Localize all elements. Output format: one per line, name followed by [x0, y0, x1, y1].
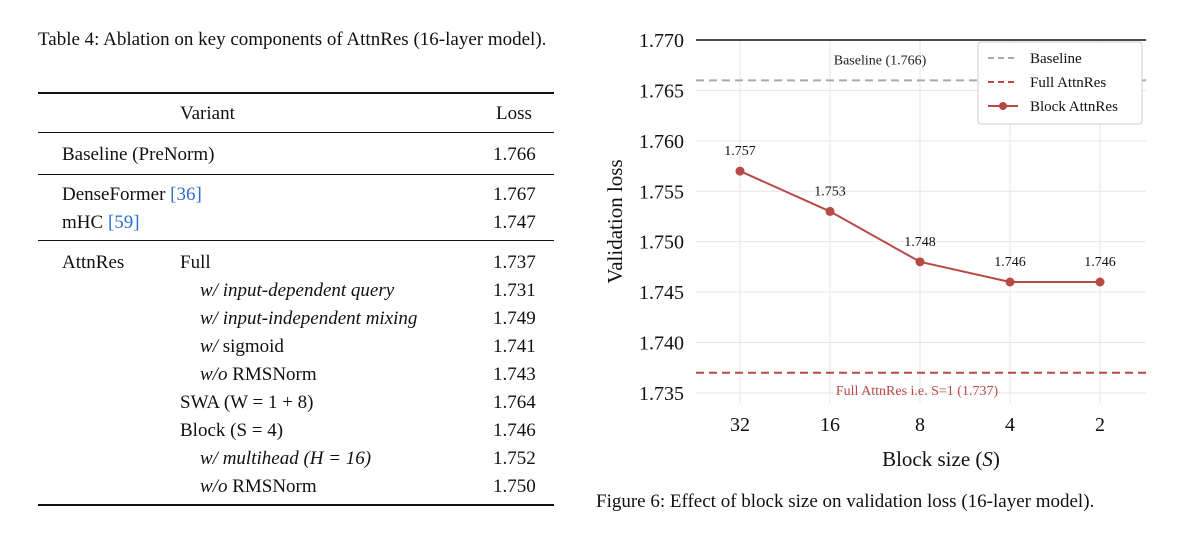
header-loss: Loss [496, 103, 532, 124]
y-tick-label: 1.765 [639, 80, 684, 102]
y-tick-label: 1.750 [639, 232, 684, 254]
legend-label: Full AttnRes [1030, 75, 1106, 91]
x-tick-label: 8 [915, 414, 925, 436]
table-header-rule [38, 132, 554, 133]
x-tick-label: 16 [820, 414, 840, 436]
table-rule-1 [38, 174, 554, 175]
row-sigmoid-variant: w/ sigmoid [200, 336, 284, 357]
data-point [1005, 277, 1015, 287]
x-axis-label: Block size (S) [882, 447, 1000, 471]
data-point [915, 257, 925, 267]
row-baseline-variant: Baseline (PreNorm) [62, 144, 215, 165]
row-denseformer-variant: DenseFormer [36] [62, 184, 202, 205]
legend-box [977, 41, 1143, 125]
row-block-loss: 1.746 [493, 420, 536, 441]
data-label: 1.746 [994, 255, 1026, 270]
row-swa-variant: SWA (W = 1 + 8) [180, 392, 314, 413]
table-caption: Table 4: Ablation on key components of A… [38, 29, 547, 50]
row-mhc-variant: mHC [59] [62, 212, 140, 233]
header-variant: Variant [180, 103, 235, 124]
data-label: 1.746 [1084, 255, 1116, 270]
legend: Baseline Full AttnRes Block AttnRes [977, 41, 1143, 125]
full-attnres-annotation: Full AttnRes i.e. S=1 (1.737) [836, 384, 999, 399]
row-input-dependent-loss: 1.731 [493, 280, 536, 301]
data-point [825, 206, 835, 216]
row-multihead-variant: w/ multihead (H = 16) [200, 448, 372, 469]
ref-link-36[interactable]: [36] [170, 184, 202, 205]
data-point [735, 166, 745, 176]
row-input-independent-variant: w/ input-independent mixing [200, 308, 418, 329]
row-no-rmsnorm-block-loss: 1.750 [493, 476, 536, 497]
legend-label: Block AttnRes [1030, 99, 1118, 115]
table-bottom-rule [38, 504, 554, 506]
row-no-rmsnorm-full-loss: 1.743 [493, 364, 536, 385]
x-tick-label: 32 [730, 414, 750, 436]
y-tick-label: 1.770 [639, 30, 684, 52]
baseline-annotation: Baseline (1.766) [834, 53, 927, 68]
row-swa-loss: 1.764 [493, 392, 536, 413]
row-full-variant: Full [180, 252, 211, 273]
reference-lines: Baseline (1.766) Full AttnRes i.e. S=1 (1… [696, 53, 1146, 399]
row-input-independent-loss: 1.749 [493, 308, 536, 329]
data-label: 1.753 [814, 184, 846, 199]
axes: 1.735 1.740 1.745 1.750 1.755 1.760 1.765 1.770… [603, 30, 1146, 471]
row-baseline-loss: 1.766 [493, 144, 536, 165]
row-no-rmsnorm-block-variant: w/o RMSNorm [200, 476, 317, 497]
legend-label: Baseline [1030, 51, 1082, 67]
ref-link-59[interactable]: [59] [107, 212, 140, 233]
data-label: 1.757 [724, 144, 756, 159]
row-no-rmsnorm-full-variant: w/o RMSNorm [200, 364, 317, 385]
series: 1.757 1.753 1.748 1.746 1.746 [724, 144, 1116, 287]
y-tick-label: 1.735 [639, 383, 684, 405]
row-denseformer-loss: 1.767 [493, 184, 536, 205]
row-input-dependent-variant: w/ input-dependent query [200, 280, 395, 301]
data-label: 1.748 [904, 235, 936, 250]
y-tick-label: 1.760 [639, 131, 684, 153]
table-rule-2 [38, 240, 554, 241]
x-tick-label: 2 [1095, 414, 1105, 436]
row-attnres-group: AttnRes [62, 252, 125, 273]
y-tick-label: 1.740 [639, 333, 684, 355]
y-axis-label: Validation loss [603, 159, 627, 283]
table-top-rule [38, 92, 554, 94]
row-block-variant: Block (S = 4) [180, 420, 284, 441]
figure-caption: Figure 6: Effect of block size on valida… [596, 491, 1095, 512]
row-multihead-loss: 1.752 [493, 448, 536, 469]
row-mhc-loss: 1.747 [493, 212, 536, 233]
block-size-chart: Baseline (1.766) Full AttnRes i.e. S=1 (1… [603, 30, 1146, 471]
y-tick-label: 1.745 [639, 282, 684, 304]
data-point [1095, 277, 1105, 287]
row-sigmoid-loss: 1.741 [493, 336, 536, 357]
y-tick-label: 1.755 [639, 181, 684, 203]
legend-marker [999, 102, 1007, 110]
row-full-loss: 1.737 [493, 252, 536, 273]
x-tick-label: 4 [1005, 414, 1015, 436]
